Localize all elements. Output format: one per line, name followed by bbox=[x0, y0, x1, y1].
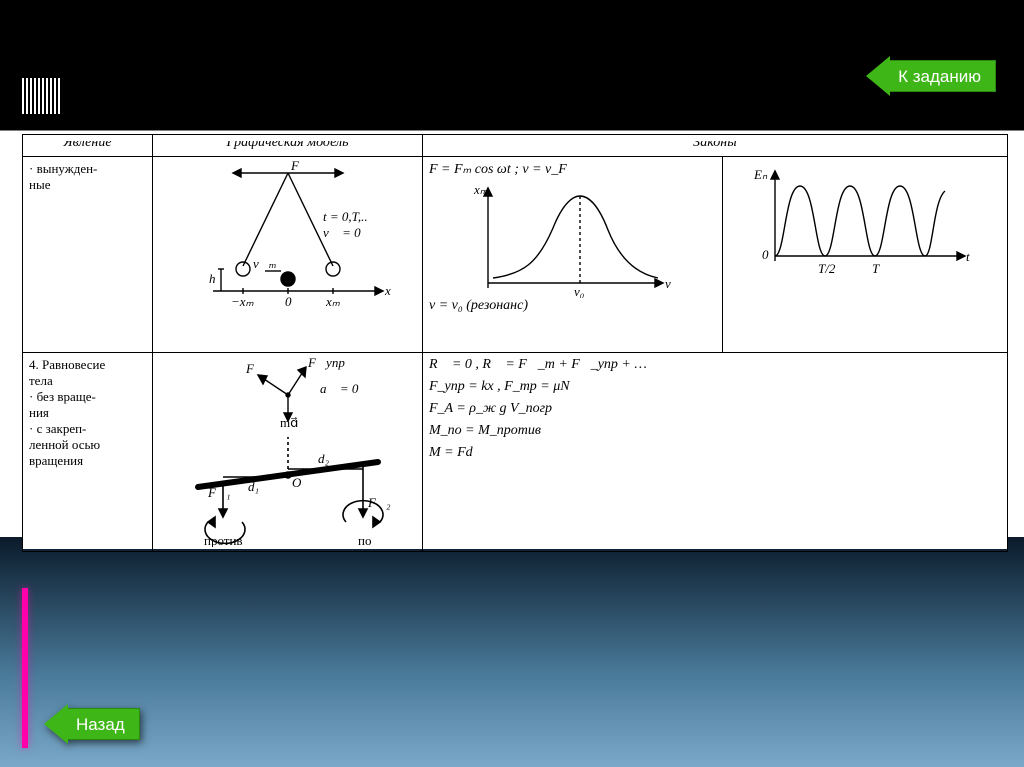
phenomenon-cell: 4. Равновесие тела · без враще- ния · с … bbox=[23, 353, 153, 552]
phenomenon-line: · вынужден- bbox=[29, 161, 146, 177]
O-label: O bbox=[292, 475, 302, 490]
physics-table: Явление Графическая модель Законы · выну… bbox=[22, 134, 1008, 552]
arrow-left-icon bbox=[44, 704, 68, 744]
arrow-left-icon bbox=[866, 56, 890, 96]
zero-label: 0 bbox=[762, 247, 769, 262]
forces-diagram: F⃗ F⃗упр a⃗ = 0 mg⃗ bbox=[188, 357, 388, 427]
tick-label: T bbox=[872, 261, 880, 276]
x-axis-label: t bbox=[966, 249, 970, 264]
f1-label: F⃗₁ bbox=[207, 485, 231, 500]
energy-graph: Eₙ 0 T/2 T t bbox=[750, 161, 980, 281]
phenomenon-line: тела bbox=[29, 373, 146, 389]
energy-cell: Eₙ 0 T/2 T t bbox=[723, 157, 1008, 353]
law-formula: ν = ν₀ (резонанс) bbox=[429, 298, 716, 314]
law-line: M_по = M_против bbox=[429, 423, 1001, 439]
xneg-label: −xₘ bbox=[231, 294, 255, 309]
table-row: 4. Равновесие тела · без враще- ния · с … bbox=[23, 353, 1008, 552]
y-axis-label: Eₙ bbox=[753, 167, 768, 182]
col-header-phenomenon: Явление bbox=[23, 135, 153, 157]
phenomenon-line: · без враще- bbox=[29, 389, 146, 405]
for-label: по bbox=[358, 533, 371, 547]
phenomenon-line: ленной осью bbox=[29, 437, 146, 453]
laws-cell: R⃗ = 0 , R⃗ = F⃗_т + F⃗_упр + … F_упр = … bbox=[423, 353, 1008, 552]
law-line: F_A = ρ_ж g V_погр bbox=[429, 401, 1001, 417]
law-line: M = Fd bbox=[429, 445, 1001, 461]
laws-cell: F = Fₘ cos ωt ; ν = ν_F xₘ ν₀ ν ν = ν₀ bbox=[423, 157, 723, 353]
time-label: t = 0,T,.. bbox=[323, 209, 368, 224]
law-formula: F = Fₘ cos ωt ; ν = ν_F bbox=[429, 161, 716, 178]
phenomenon-line: ния bbox=[29, 405, 146, 421]
back-button[interactable]: Назад bbox=[44, 704, 140, 744]
tick-label: T/2 bbox=[818, 261, 836, 276]
phenomenon-line: ные bbox=[29, 177, 146, 193]
to-task-label: К заданию bbox=[890, 60, 996, 92]
xpos-label: xₘ bbox=[325, 294, 341, 309]
peak-label: ν₀ bbox=[574, 284, 584, 298]
law-line: R⃗ = 0 , R⃗ = F⃗_т + F⃗_упр + … bbox=[429, 357, 1001, 373]
model-cell: F⃗ F⃗упр a⃗ = 0 mg⃗ bbox=[153, 353, 423, 552]
physics-table-sheet: Явление Графическая модель Законы · выну… bbox=[22, 134, 1008, 549]
phenomenon-line: 4. Равновесие bbox=[29, 357, 146, 373]
col-header-laws: Законы bbox=[423, 135, 1008, 157]
model-cell: F⃗ t = 0,T,.. v⃗ = 0 v⃗ₘ h −xₘ 0 xₘ x bbox=[153, 157, 423, 353]
d2-label: d₂ bbox=[318, 451, 330, 466]
col-header-model: Графическая модель bbox=[153, 135, 423, 157]
fupr-label: F⃗упр bbox=[307, 357, 345, 370]
lever-diagram: d₁ d₂ F⃗₁ F⃗₂ O против по bbox=[168, 427, 408, 547]
resonance-curve: xₘ ν₀ ν bbox=[468, 178, 678, 298]
x-axis-label: ν bbox=[665, 276, 671, 291]
against-label: против bbox=[204, 533, 243, 547]
d1-label: d₁ bbox=[248, 479, 259, 494]
table-row: · вынужден- ные bbox=[23, 157, 1008, 353]
table-header-row: Явление Графическая модель Законы bbox=[23, 135, 1008, 157]
phenomenon-line: · с закреп- bbox=[29, 421, 146, 437]
pink-stripe bbox=[22, 588, 28, 748]
back-label: Назад bbox=[68, 708, 140, 740]
vel-zero-label: v⃗ = 0 bbox=[323, 225, 361, 240]
y-axis-label: xₘ bbox=[473, 182, 489, 197]
f-label: F⃗ bbox=[245, 361, 264, 376]
mg-label: mg⃗ bbox=[280, 415, 298, 427]
phenomenon-cell: · вынужден- ные bbox=[23, 157, 153, 353]
law-line: F_упр = kx , F_тр = μN bbox=[429, 379, 1001, 395]
barcode-decoration bbox=[22, 78, 62, 114]
h-label: h bbox=[209, 271, 216, 286]
phenomenon-line: вращения bbox=[29, 453, 146, 469]
x0-label: 0 bbox=[285, 294, 292, 309]
pendulum-diagram: F⃗ t = 0,T,.. v⃗ = 0 v⃗ₘ h −xₘ 0 xₘ x bbox=[173, 161, 403, 311]
x-axis-label: x bbox=[384, 283, 391, 298]
vel-m-label: v⃗ₘ bbox=[253, 256, 277, 271]
f2-label: F⃗₂ bbox=[367, 495, 391, 510]
a0-label: a⃗ = 0 bbox=[320, 381, 359, 396]
to-task-button[interactable]: К заданию bbox=[866, 56, 996, 96]
force-label: F⃗ bbox=[290, 161, 309, 173]
